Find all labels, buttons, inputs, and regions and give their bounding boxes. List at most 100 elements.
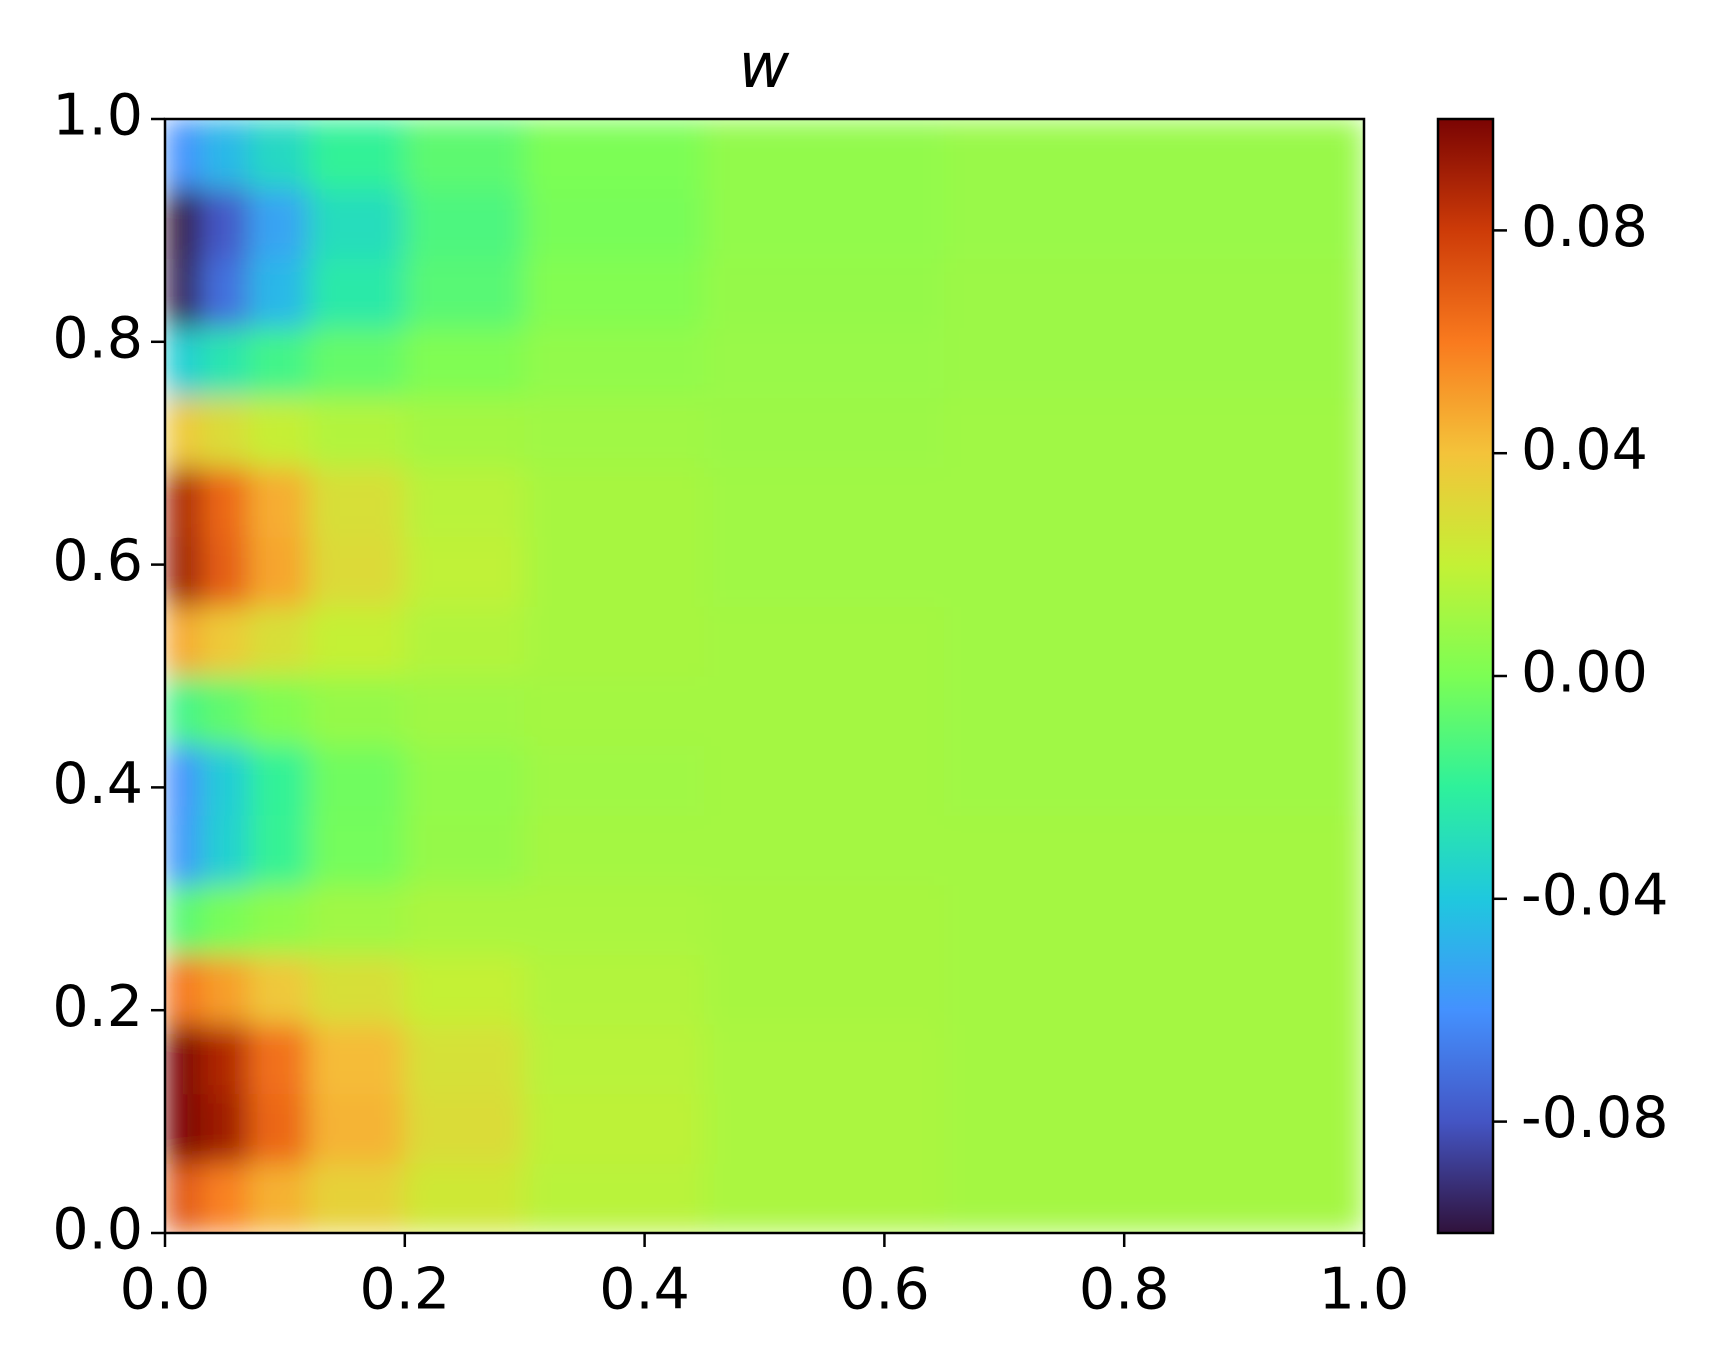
heatmap-cell (248, 675, 310, 747)
heatmap-cell (165, 119, 202, 190)
heatmap-cell (524, 327, 706, 398)
y-tick-label: 1.0 (52, 83, 143, 149)
heatmap-cell (704, 814, 945, 886)
heatmap-cell (248, 466, 310, 538)
heatmap-cell (165, 675, 202, 747)
x-tick-label: 0.2 (359, 1257, 450, 1323)
heatmap-cell (248, 1162, 310, 1233)
y-tick-label: 0.0 (52, 1197, 143, 1263)
heatmap-cell (404, 536, 526, 607)
heatmap-cell (704, 605, 945, 677)
heatmap-cell (248, 884, 310, 955)
heatmap-cell (404, 1093, 526, 1164)
heatmap-cell (943, 1162, 1364, 1233)
heatmap-cell (404, 119, 526, 190)
heatmap (165, 119, 1364, 1233)
heatmap-cell (248, 536, 310, 607)
heatmap-cell (524, 814, 706, 886)
heatmap-cell (704, 119, 945, 190)
colorbar-tick-label: 0.00 (1521, 640, 1648, 706)
heatmap-cell (404, 1023, 526, 1095)
heatmap-cell (524, 954, 706, 1025)
heatmap-cell (308, 605, 406, 677)
heatmap-cell (165, 536, 202, 607)
heatmap-cell (524, 188, 706, 259)
heatmap-cell (308, 745, 406, 816)
heatmap-cell (248, 1023, 310, 1095)
heatmap-cell (524, 257, 706, 329)
y-tick-label: 0.8 (52, 305, 143, 371)
heatmap-cell (704, 1162, 945, 1233)
heatmap-cell (200, 257, 250, 329)
heatmap-cell (248, 397, 310, 468)
heatmap-cell (248, 605, 310, 677)
heatmap-cell (165, 188, 202, 259)
heatmap-cell (404, 605, 526, 677)
heatmap-cell (524, 119, 706, 190)
heatmap-cell (404, 814, 526, 886)
heatmap-cell (704, 397, 945, 468)
heatmap-cell (404, 1162, 526, 1233)
heatmap-cell (308, 397, 406, 468)
heatmap-cell (308, 1162, 406, 1233)
colorbar-tick-label: -0.08 (1521, 1085, 1668, 1151)
heatmap-cell (200, 884, 250, 955)
heatmap-cell (200, 536, 250, 607)
heatmap-cell (943, 397, 1364, 468)
heatmap-cell (200, 605, 250, 677)
heatmap-cell (165, 466, 202, 538)
heatmap-cell (943, 536, 1364, 607)
plot-frame (163, 117, 1366, 1235)
y-tick-label: 0.6 (52, 528, 143, 594)
heatmap-cell (524, 1023, 706, 1095)
colorbar (1436, 117, 1495, 1235)
heatmap-cell (308, 119, 406, 190)
heatmap-cell (248, 327, 310, 398)
heatmap-cell (943, 954, 1364, 1025)
heatmap-cell (248, 257, 310, 329)
chart-title: w (739, 29, 790, 102)
heatmap-cell (524, 884, 706, 955)
heatmap-cell (308, 1093, 406, 1164)
heatmap-cell (943, 814, 1364, 886)
heatmap-cell (200, 954, 250, 1025)
heatmap-cell (165, 605, 202, 677)
heatmap-cell (200, 327, 250, 398)
heatmap-cell (704, 327, 945, 398)
heatmap-cell (165, 397, 202, 468)
heatmap-cell (404, 884, 526, 955)
heatmap-cell (308, 814, 406, 886)
heatmap-cell (943, 119, 1364, 190)
heatmap-cell (165, 1023, 202, 1095)
heatmap-cell (943, 188, 1364, 259)
y-tick-label: 0.2 (52, 974, 143, 1040)
heatmap-cell (200, 675, 250, 747)
heatmap-cell (165, 327, 202, 398)
heatmap-cell (308, 257, 406, 329)
heatmap-cell (200, 745, 250, 816)
colorbar-tick-label: 0.04 (1521, 417, 1648, 483)
heatmap-cell (165, 745, 202, 816)
heatmap-cell (248, 745, 310, 816)
heatmap-cell (308, 536, 406, 607)
heatmap-cell (704, 188, 945, 259)
heatmap-cell (524, 397, 706, 468)
heatmap-cell (524, 745, 706, 816)
heatmap-cell (704, 536, 945, 607)
heatmap-cell (165, 814, 202, 886)
heatmap-cell (704, 884, 945, 955)
heatmap-cell (404, 257, 526, 329)
heatmap-cell (943, 675, 1364, 747)
heatmap-cells (165, 119, 1364, 1233)
heatmap-cell (704, 466, 945, 538)
heatmap-cell (704, 1093, 945, 1164)
colorbar-tick-label: -0.04 (1521, 862, 1668, 928)
x-tick-label: 0.8 (1079, 1257, 1170, 1323)
heatmap-cell (248, 954, 310, 1025)
heatmap-cell (524, 675, 706, 747)
heatmap-cell (943, 257, 1364, 329)
heatmap-cell (165, 954, 202, 1025)
x-tick-label: 1.0 (1319, 1257, 1410, 1323)
heatmap-cell (943, 1023, 1364, 1095)
heatmap-cell (248, 1093, 310, 1164)
